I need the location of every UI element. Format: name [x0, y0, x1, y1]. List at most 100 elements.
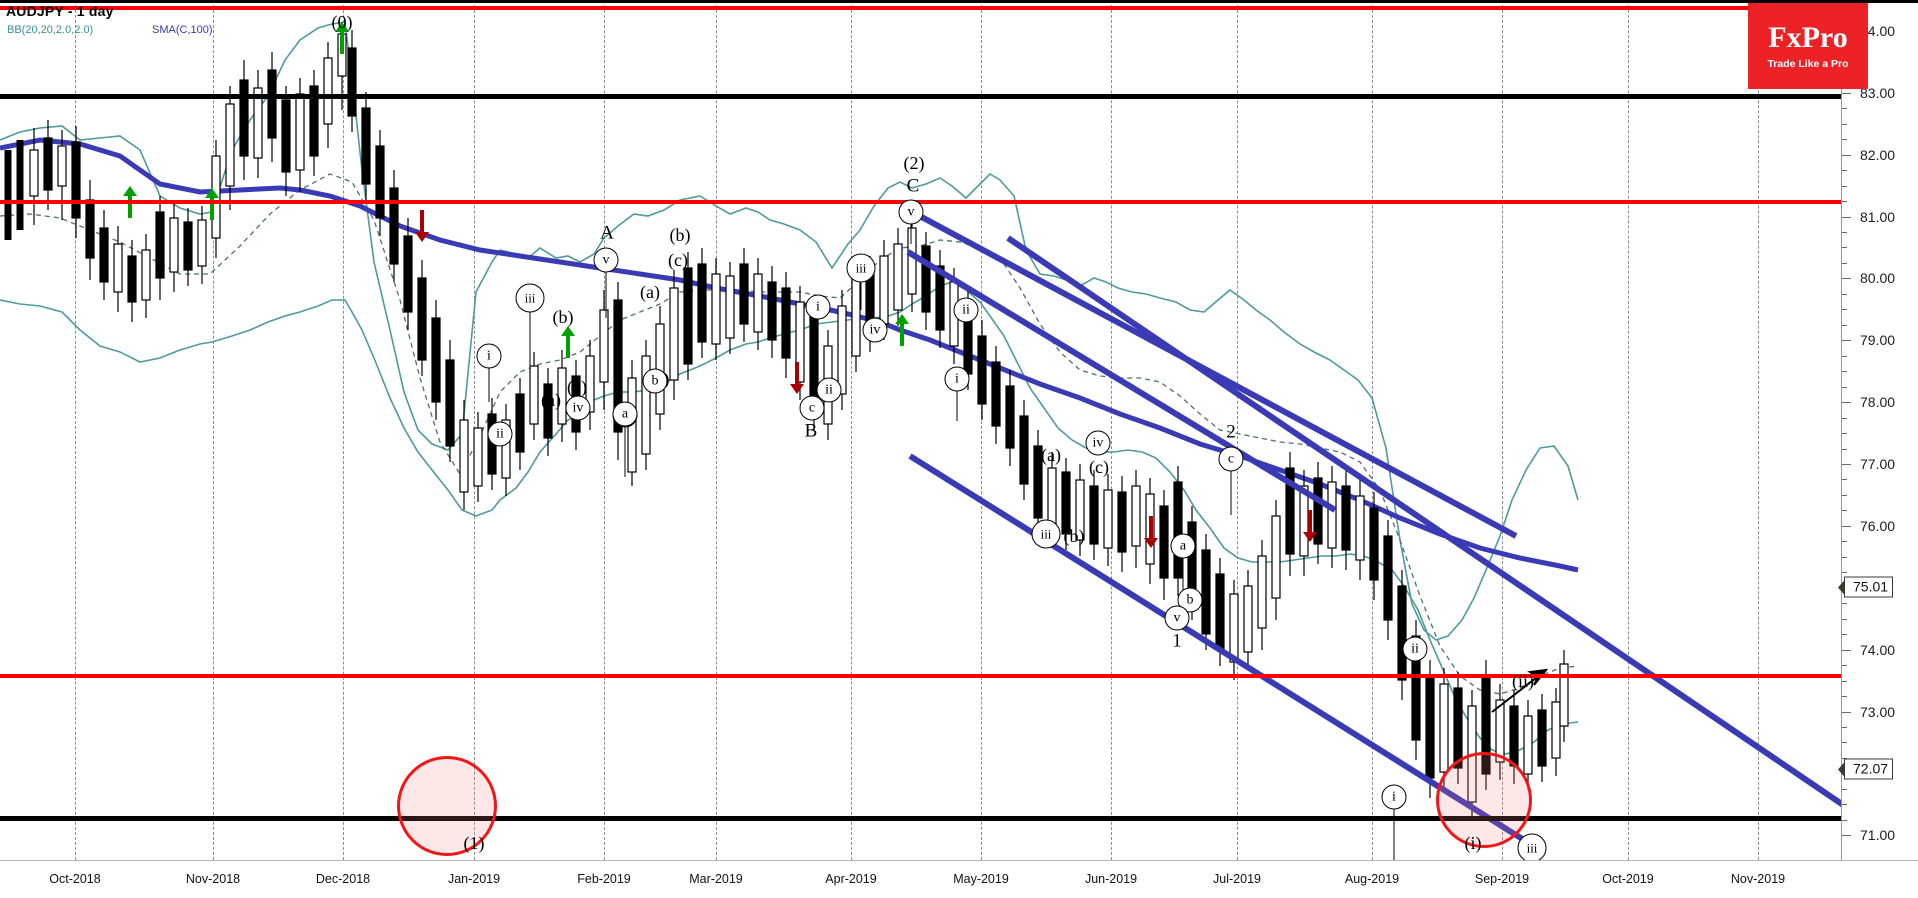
elliott-wave-label: iii [515, 283, 545, 313]
target-circle-left [397, 756, 497, 856]
chart-series-overlay [0, 21, 1841, 853]
y-axis-tick-label: 81.00 [1860, 208, 1896, 225]
gridline-vertical [851, 0, 852, 860]
y-axis-tick-mark [1842, 154, 1851, 156]
elliott-wave-label: 1 [1172, 630, 1182, 652]
buy-arrow [895, 314, 909, 346]
x-axis-tick-label: Mar-2019 [689, 872, 743, 886]
x-axis-tick-label: Nov-2018 [185, 872, 241, 886]
elliott-wave-label: ii [953, 297, 979, 323]
elliott-wave-label: (c) [668, 250, 688, 270]
wave-label-stem [1393, 809, 1395, 860]
x-axis-tick-label: Apr-2019 [825, 872, 877, 886]
elliott-wave-label: i [805, 294, 831, 320]
elliott-wave-label: B [804, 420, 818, 442]
gridline-vertical [1502, 0, 1503, 860]
y-axis-minor-tick [1842, 556, 1847, 558]
elliott-wave-label: (a) [640, 282, 660, 302]
level-line-red-top [0, 6, 1841, 10]
candlestick-series [4, 22, 1569, 820]
y-axis-tick-mark [1842, 340, 1851, 342]
y-axis-tick-mark [1842, 711, 1851, 713]
buy-arrow [335, 22, 349, 54]
target-circle-right [1436, 752, 1532, 848]
wave-label-stem [965, 322, 967, 348]
price-axis[interactable]: 84.00 83.00 82.00 81.00 80.00 79.00 78.00 77.00… [1841, 0, 1918, 860]
gridline-vertical [75, 0, 76, 860]
elliott-wave-label: (b) [1063, 526, 1085, 546]
trendline-outer-upper-2 [1006, 235, 1841, 808]
y-axis-minor-tick [1842, 139, 1847, 141]
y-axis-tick-label: 80.00 [1860, 270, 1896, 287]
elliott-wave-label: A [600, 222, 614, 244]
sell-arrow [790, 362, 804, 394]
y-axis-tick-mark [1842, 216, 1851, 218]
y-axis-minor-tick [1842, 680, 1847, 682]
elliott-wave-label: i [1381, 784, 1407, 810]
elliott-wave-label: ii [487, 421, 513, 447]
wave-label-stem [624, 427, 626, 477]
elliott-wave-label: (c) [1089, 457, 1109, 477]
bollinger-middle-line [0, 173, 1579, 695]
gridline-vertical [1372, 0, 1373, 860]
x-axis-tick-label: Dec-2018 [315, 872, 371, 886]
gridline-vertical [716, 0, 717, 860]
x-axis-tick-label: Feb-2019 [577, 872, 631, 886]
chart-symbol-title: AUDJPY - 1 day [6, 3, 114, 19]
y-axis-tick-label: 74.00 [1860, 641, 1896, 658]
y-axis-minor-tick [1842, 355, 1847, 357]
y-axis-tick-mark [1842, 835, 1851, 837]
y-axis-minor-tick [1842, 324, 1847, 326]
y-axis-minor-tick [1842, 247, 1847, 249]
y-axis-minor-tick [1842, 510, 1847, 512]
y-axis-minor-tick [1842, 371, 1847, 373]
y-axis-tick-label: 84.00 [1860, 22, 1896, 39]
price-marker-label: 75.01 [1844, 576, 1894, 598]
y-axis-tick-mark [1842, 92, 1851, 94]
wave-label-stem [529, 310, 531, 366]
elliott-wave-label: iii [1517, 833, 1547, 860]
y-axis-minor-tick [1842, 448, 1847, 450]
elliott-wave-label: (ii) [1512, 671, 1534, 691]
y-axis-tick-mark [1842, 464, 1851, 466]
level-line-red-lower [0, 674, 1841, 678]
y-axis-tick-mark [1842, 278, 1851, 280]
trendline-inner-lower [908, 453, 1542, 853]
elliott-wave-label: v [1164, 605, 1190, 631]
elliott-wave-label: iv [862, 317, 888, 343]
y-axis-minor-tick [1842, 541, 1847, 543]
chart-plot-area[interactable]: (0)(1)(2)CABvviiiiiiiv(a)(b)(c)a(a)(b)(b… [0, 0, 1841, 860]
y-axis-minor-tick [1842, 603, 1847, 605]
level-line-black-lower [0, 816, 1841, 821]
elliott-wave-label: a [612, 401, 638, 427]
x-axis-tick-label: Jun-2019 [1084, 872, 1138, 886]
y-axis-minor-tick [1842, 309, 1847, 311]
y-axis-minor-tick [1842, 232, 1847, 233]
y-axis-tick-label: 83.00 [1860, 84, 1896, 101]
y-axis-minor-tick [1842, 494, 1847, 496]
elliott-wave-label: v [593, 247, 619, 273]
y-axis-minor-tick [1842, 696, 1847, 698]
gridline-vertical [1111, 0, 1112, 860]
buy-arrow [561, 326, 575, 358]
y-axis-tick-label: 71.00 [1860, 827, 1896, 844]
y-axis-minor-tick [1842, 788, 1847, 790]
y-axis-tick-label: 77.00 [1860, 456, 1896, 473]
wave-label-stem [1414, 661, 1416, 715]
y-axis-minor-tick [1842, 634, 1847, 636]
y-axis-tick-label: 76.00 [1860, 517, 1896, 534]
elliott-wave-label: v [898, 199, 924, 225]
indicator-label-sma: SMA(C,100) [152, 24, 213, 36]
elliott-wave-label: (a) [541, 390, 561, 410]
buy-arrow [205, 188, 219, 220]
elliott-wave-label: iii [846, 253, 876, 283]
date-axis[interactable]: Oct-2018 Nov-2018 Dec-2018 Jan-2019 Feb-2019… [0, 860, 1918, 898]
elliott-wave-label: ii [1402, 636, 1428, 662]
elliott-wave-label: (i) [1464, 833, 1482, 853]
x-axis-tick-label: Nov-2019 [1730, 872, 1786, 886]
elliott-wave-label: ii [816, 377, 842, 403]
x-axis-tick-label: May-2019 [953, 872, 1009, 886]
elliott-wave-label: iv [1085, 430, 1111, 456]
y-axis-minor-tick [1842, 618, 1847, 620]
